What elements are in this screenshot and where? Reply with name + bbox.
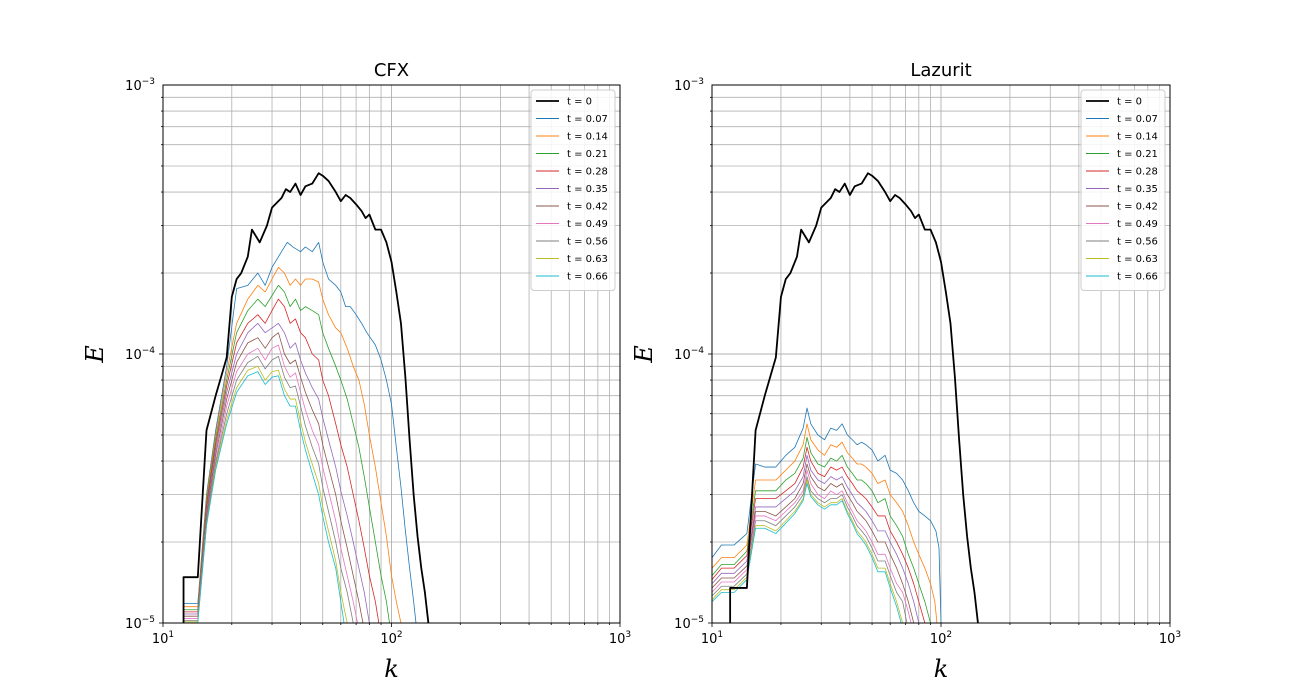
legend: t = 0 t = 0.07 t = 0.14 t = 0.21 t = 0.28 t =… bbox=[1080, 89, 1166, 291]
y-tick-label: 10−3 bbox=[125, 77, 155, 94]
y-tick-label: 10−5 bbox=[125, 615, 155, 632]
x-axis-label: k bbox=[934, 655, 949, 683]
series-line-2 bbox=[712, 423, 938, 623]
legend-label: t = 0 bbox=[567, 97, 592, 108]
y-tick-label: 10−4 bbox=[125, 346, 155, 363]
series-line-4 bbox=[712, 446, 926, 623]
legend-frame bbox=[530, 89, 616, 291]
y-tick-label: 10−4 bbox=[674, 346, 704, 363]
x-tick-label: 102 bbox=[930, 630, 952, 647]
x-tick-label: 101 bbox=[701, 630, 723, 647]
legend-label: t = 0.07 bbox=[1117, 114, 1158, 125]
series-line-4 bbox=[183, 298, 380, 623]
x-tick-label: 101 bbox=[152, 630, 174, 647]
series-line-10 bbox=[712, 483, 902, 623]
legend-label: t = 0.56 bbox=[567, 237, 608, 248]
legend-label: t = 0.14 bbox=[1117, 132, 1158, 143]
series-line-7 bbox=[712, 469, 912, 623]
x-tick-label: 102 bbox=[380, 630, 402, 647]
series-line-0 bbox=[729, 172, 979, 623]
series-line-9 bbox=[183, 365, 348, 623]
legend-label: t = 0.21 bbox=[567, 149, 608, 160]
legend-label: t = 0.28 bbox=[567, 167, 608, 178]
ticks bbox=[708, 96, 1171, 627]
chart-title: Lazurit bbox=[910, 60, 971, 81]
legend-label: t = 0 bbox=[1117, 97, 1142, 108]
legend-label: t = 0.63 bbox=[567, 254, 608, 265]
series-line-3 bbox=[183, 284, 390, 623]
series-line-2 bbox=[183, 266, 402, 623]
legend-frame bbox=[1080, 89, 1166, 291]
legend-label: t = 0.66 bbox=[567, 272, 608, 283]
series-line-5 bbox=[183, 322, 370, 623]
x-tick-label: 103 bbox=[1159, 630, 1181, 647]
legend-label: t = 0.66 bbox=[1117, 272, 1158, 283]
series-lines bbox=[182, 172, 430, 623]
series-line-10 bbox=[183, 371, 345, 623]
legend-label: t = 0.56 bbox=[1117, 237, 1158, 248]
series-lines bbox=[712, 172, 979, 623]
series-line-8 bbox=[183, 355, 354, 623]
legend-label: t = 0.42 bbox=[1117, 202, 1158, 213]
x-tick-label: 103 bbox=[609, 630, 631, 647]
y-tick-label: 10−5 bbox=[674, 615, 704, 632]
series-line-7 bbox=[183, 344, 358, 623]
series-line-9 bbox=[712, 479, 904, 623]
y-axis-label: E bbox=[630, 345, 658, 364]
series-line-6 bbox=[712, 463, 915, 623]
series-line-1 bbox=[183, 241, 417, 623]
legend-label: t = 0.49 bbox=[567, 219, 608, 230]
legend-label: t = 0.49 bbox=[1117, 219, 1158, 230]
series-line-5 bbox=[712, 454, 920, 623]
series-line-8 bbox=[712, 476, 908, 623]
legend-label: t = 0.14 bbox=[567, 132, 608, 143]
series-line-6 bbox=[183, 332, 364, 623]
legend-label: t = 0.35 bbox=[567, 184, 608, 195]
series-line-1 bbox=[712, 407, 942, 623]
legend-label: t = 0.07 bbox=[567, 114, 608, 125]
legend-label: t = 0.42 bbox=[567, 202, 608, 213]
legend-label: t = 0.35 bbox=[1117, 184, 1158, 195]
ticks bbox=[159, 96, 621, 627]
series-line-3 bbox=[712, 436, 931, 623]
y-axis-label: E bbox=[81, 345, 109, 364]
y-tick-label: 10−3 bbox=[674, 77, 704, 94]
series-line-0 bbox=[182, 172, 430, 623]
legend-label: t = 0.63 bbox=[1117, 254, 1158, 265]
legend-label: t = 0.21 bbox=[1117, 149, 1158, 160]
x-axis-label: k bbox=[384, 655, 399, 683]
chart-title: CFX bbox=[374, 60, 409, 81]
legend-label: t = 0.28 bbox=[1117, 167, 1158, 178]
legend: t = 0 t = 0.07 t = 0.14 t = 0.21 t = 0.28 t =… bbox=[530, 89, 616, 291]
